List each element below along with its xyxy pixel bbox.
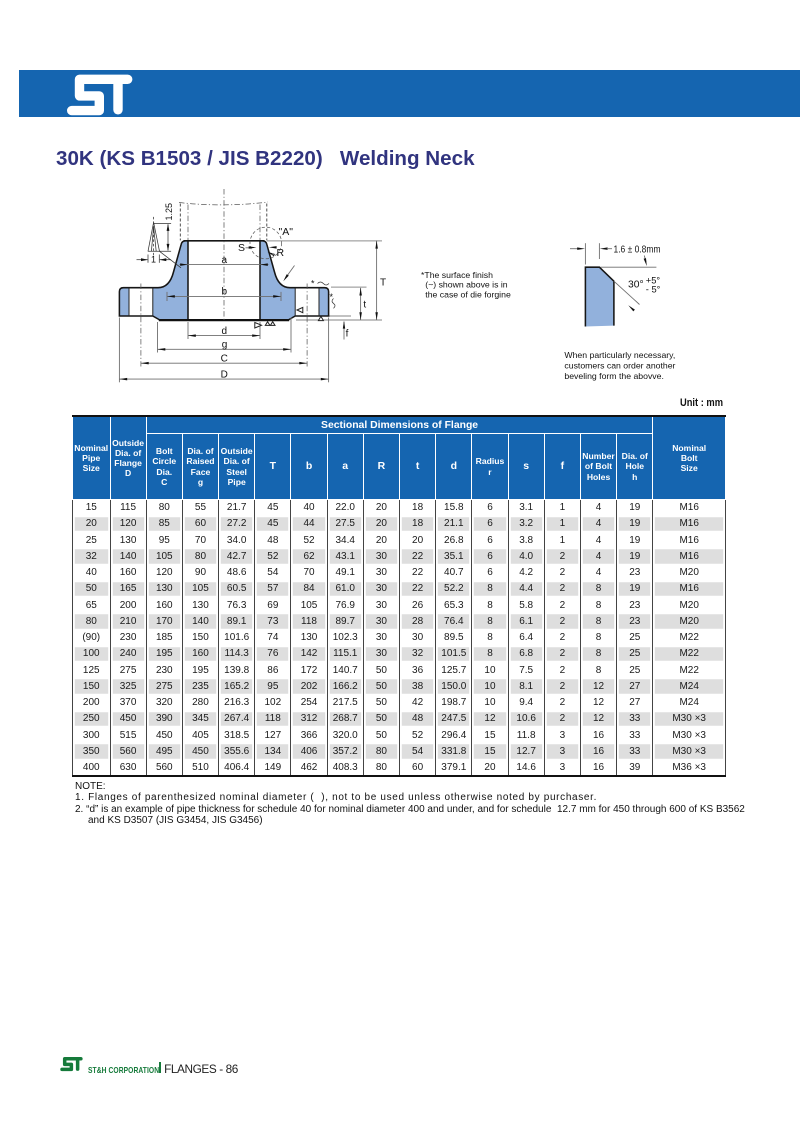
svg-text:f: f [346,329,349,340]
svg-text:(~) shown above is in: (~) shown above is in [425,280,508,290]
svg-text:D: D [221,369,228,380]
svg-text:the case of die forgine: the case of die forgine [425,289,511,299]
svg-text:b: b [222,287,228,298]
svg-text:30°: 30° [628,279,644,290]
svg-text:*The surface finish: *The surface finish [421,270,493,280]
svg-text:a: a [222,255,228,266]
svg-text:- 5°: - 5° [646,284,661,294]
svg-text:C: C [221,353,228,364]
svg-text:S: S [238,242,245,254]
svg-text:t: t [363,299,366,310]
svg-text:R: R [277,247,285,259]
svg-text:T: T [380,277,386,288]
svg-text:1.6 ± 0.8mm: 1.6 ± 0.8mm [614,244,661,255]
svg-text:"A": "A" [279,226,294,238]
svg-text:g: g [222,340,228,351]
svg-text:beveling form the abovve.: beveling form the abovve. [564,371,663,381]
svg-text:1: 1 [151,255,156,265]
svg-text:*: * [311,279,315,289]
svg-text:d: d [222,326,228,337]
svg-text:+5°: +5° [646,275,661,285]
svg-text:*: * [330,292,334,302]
svg-text:customers can order another: customers can order another [564,361,675,371]
svg-text:1.25: 1.25 [164,203,174,221]
svg-text:When particularly necessary,: When particularly necessary, [564,350,675,360]
